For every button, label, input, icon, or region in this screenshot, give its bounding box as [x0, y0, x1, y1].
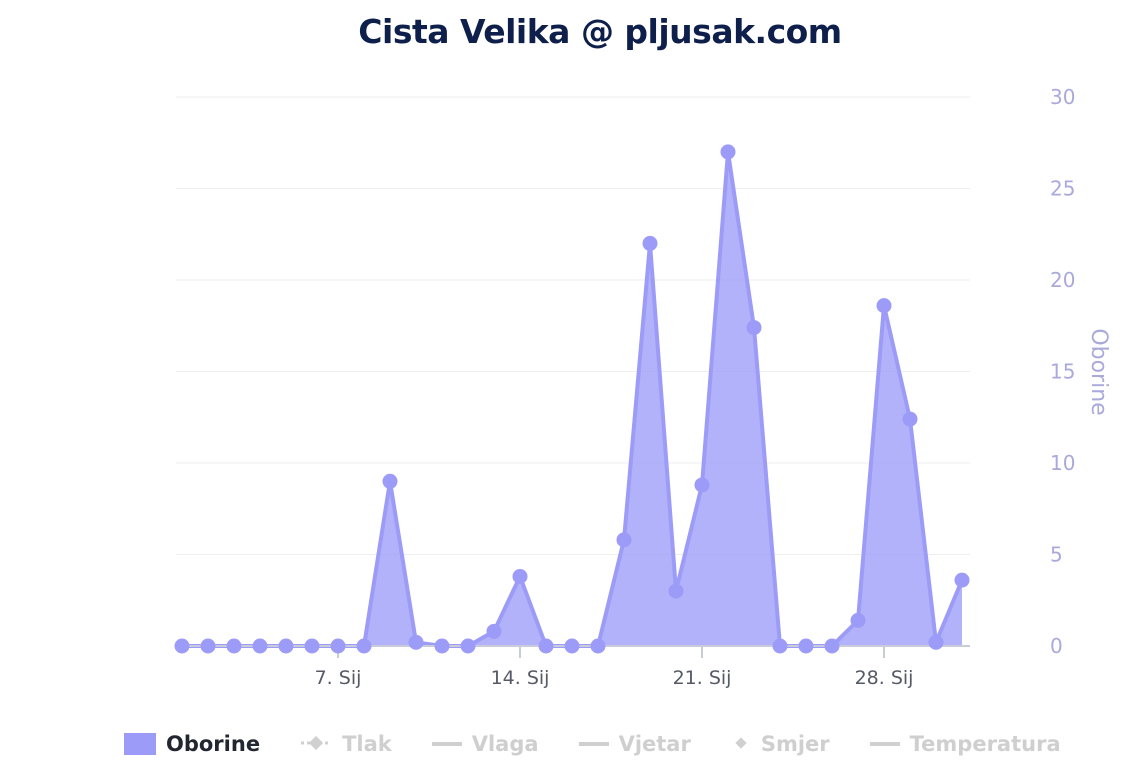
- x-tick-label: 21. Sij: [673, 667, 732, 689]
- legend-item-temperatura[interactable]: Temperatura: [869, 732, 1061, 756]
- line-icon: [431, 742, 462, 746]
- x-tick-label: 28. Sij: [855, 667, 914, 689]
- data-point[interactable]: [876, 298, 892, 314]
- y-tick-label: 30: [1050, 85, 1075, 109]
- data-point[interactable]: [694, 477, 710, 493]
- y-tick-label: 15: [1050, 360, 1075, 384]
- legend-label: Temperatura: [909, 732, 1061, 756]
- y-tick-label: 20: [1050, 268, 1075, 292]
- legend-item-tlak[interactable]: Tlak: [300, 732, 392, 756]
- data-point[interactable]: [824, 638, 840, 654]
- legend-label: Tlak: [342, 732, 392, 756]
- y-tick-label: 5: [1050, 543, 1063, 567]
- line-icon: [578, 742, 609, 746]
- data-point[interactable]: [668, 583, 684, 599]
- data-point[interactable]: [616, 532, 632, 548]
- data-point[interactable]: [382, 473, 398, 489]
- data-point[interactable]: [902, 411, 918, 427]
- data-point[interactable]: [174, 638, 190, 654]
- data-point[interactable]: [954, 572, 970, 588]
- data-point[interactable]: [564, 638, 580, 654]
- y-axis: 0 5 10 15 20 25 30: [1050, 85, 1075, 658]
- data-point[interactable]: [928, 634, 944, 650]
- legend-item-oborine[interactable]: Oborine: [124, 732, 260, 756]
- x-tick-label: 7. Sij: [315, 667, 362, 689]
- x-tick-label: 14. Sij: [491, 667, 550, 689]
- data-point[interactable]: [252, 638, 268, 654]
- data-points[interactable]: [174, 144, 970, 654]
- data-point[interactable]: [746, 320, 762, 336]
- precipitation-line: [182, 149, 964, 648]
- data-point[interactable]: [278, 638, 294, 654]
- data-point[interactable]: [850, 612, 866, 628]
- data-point[interactable]: [460, 638, 476, 654]
- data-point[interactable]: [590, 638, 606, 654]
- data-point[interactable]: [772, 638, 788, 654]
- y-tick-label: 25: [1050, 177, 1075, 201]
- data-point[interactable]: [226, 638, 242, 654]
- grid-lines: [176, 96, 970, 555]
- area-series: [182, 149, 964, 648]
- data-point[interactable]: [798, 638, 814, 654]
- legend: Oborine Tlak Vlaga Vjetar Smjer Temperat…: [124, 728, 1101, 760]
- precipitation-area: [182, 151, 962, 646]
- chart-title: Cista Velika @ pljusak.com: [358, 12, 842, 51]
- legend-label: Smjer: [760, 732, 830, 756]
- legend-label: Vlaga: [471, 732, 539, 756]
- data-point[interactable]: [200, 638, 216, 654]
- data-point[interactable]: [512, 568, 528, 584]
- data-point[interactable]: [486, 623, 502, 639]
- data-point[interactable]: [642, 235, 658, 251]
- legend-item-vlaga[interactable]: Vlaga: [431, 732, 539, 756]
- diamond-icon: [731, 732, 751, 756]
- data-point[interactable]: [434, 638, 450, 654]
- y-tick-label: 0: [1050, 634, 1063, 658]
- data-point[interactable]: [356, 638, 372, 654]
- data-point[interactable]: [408, 634, 424, 650]
- area-swatch-icon: [124, 733, 156, 755]
- data-point[interactable]: [720, 144, 736, 160]
- legend-item-vjetar[interactable]: Vjetar: [578, 732, 691, 756]
- dashed-line-diamond-icon: [300, 732, 332, 756]
- y-axis-title: Oborine: [1086, 328, 1111, 415]
- legend-label: Vjetar: [618, 732, 691, 756]
- legend-label: Oborine: [166, 732, 261, 756]
- line-icon: [869, 742, 900, 746]
- legend-item-smjer[interactable]: Smjer: [731, 732, 830, 756]
- data-point[interactable]: [538, 638, 554, 654]
- data-point[interactable]: [304, 638, 320, 654]
- data-point[interactable]: [330, 638, 346, 654]
- y-tick-label: 10: [1050, 451, 1075, 475]
